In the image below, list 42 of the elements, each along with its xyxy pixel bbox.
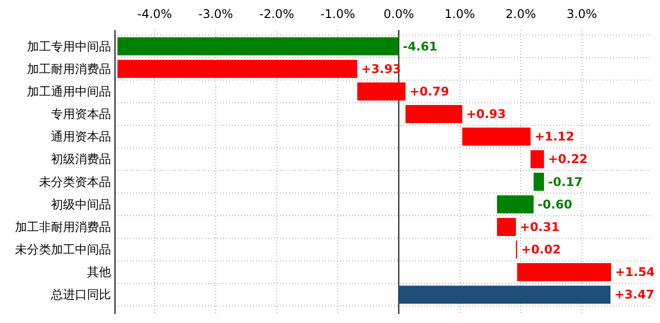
data-label: +0.93 xyxy=(466,107,506,122)
data-label: +3.47 xyxy=(614,288,654,302)
bar xyxy=(462,128,531,146)
x-tick-label: 0.0% xyxy=(384,7,414,21)
y-tick-label: 通用资本品 xyxy=(51,130,111,144)
y-tick-label: 未分类加工中间品 xyxy=(15,242,111,257)
bar xyxy=(117,37,399,56)
y-tick-label: 总进口同比 xyxy=(50,288,111,302)
data-label: -4.61 xyxy=(402,39,438,54)
bar xyxy=(117,60,358,78)
data-label: +0.02 xyxy=(521,242,561,257)
data-label: +1.12 xyxy=(534,130,574,144)
data-label: +0.31 xyxy=(520,220,560,234)
data-label: -0.17 xyxy=(548,174,583,189)
bar xyxy=(497,195,534,214)
y-tick-label: 其他 xyxy=(87,265,111,280)
data-label: +1.54 xyxy=(615,265,655,280)
x-tick-label: -2.0% xyxy=(259,7,294,21)
x-tick-label: -1.0% xyxy=(320,7,356,21)
data-label: +0.79 xyxy=(409,84,450,98)
y-tick-label: 加工通用中间品 xyxy=(27,84,111,98)
bar xyxy=(398,286,611,304)
data-label: +0.22 xyxy=(548,152,588,166)
x-tick-label: -3.0% xyxy=(198,7,234,21)
bar xyxy=(534,172,544,191)
bar xyxy=(357,82,406,100)
bar xyxy=(405,105,462,124)
x-tick-label: 2.0% xyxy=(506,7,536,21)
data-label: -0.60 xyxy=(538,197,572,212)
y-tick-label: 专用资本品 xyxy=(51,107,111,122)
x-tick-label: -4.0% xyxy=(137,7,172,21)
y-tick-label: 加工非耐用消费品 xyxy=(15,220,111,234)
x-tick-label: 3.0% xyxy=(566,7,598,21)
y-tick-label: 加工专用中间品 xyxy=(27,39,111,54)
y-tick-label: 初级中间品 xyxy=(51,197,111,212)
y-tick-label: 初级消费品 xyxy=(51,152,111,166)
bar xyxy=(530,150,544,168)
bar xyxy=(497,218,516,236)
y-tick-label: 未分类资本品 xyxy=(39,174,111,189)
bar xyxy=(517,263,612,282)
x-tick-label: 1.0% xyxy=(444,7,476,21)
y-tick-label: 加工耐用消费品 xyxy=(27,62,111,76)
